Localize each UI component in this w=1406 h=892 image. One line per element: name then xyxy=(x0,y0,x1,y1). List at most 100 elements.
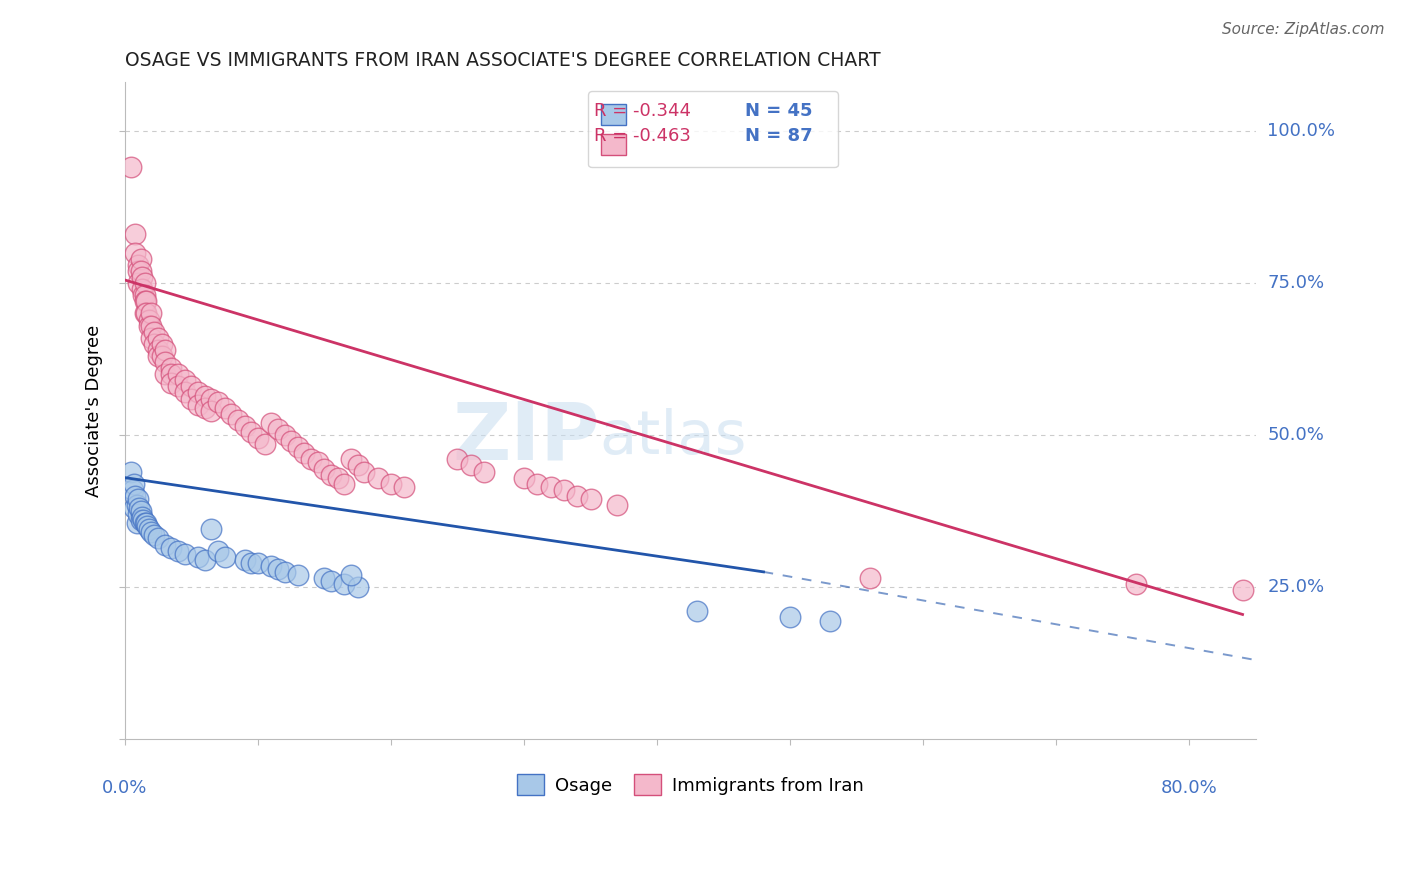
Point xyxy=(779,610,801,624)
Point xyxy=(194,388,217,402)
Point xyxy=(233,419,256,434)
Point xyxy=(134,306,156,320)
Point xyxy=(818,614,841,628)
Point xyxy=(167,543,190,558)
Point xyxy=(124,245,146,260)
Text: N = 87: N = 87 xyxy=(745,128,813,145)
Point xyxy=(307,455,329,469)
Point xyxy=(214,549,236,564)
Text: OSAGE VS IMMIGRANTS FROM IRAN ASSOCIATE'S DEGREE CORRELATION CHART: OSAGE VS IMMIGRANTS FROM IRAN ASSOCIATE'… xyxy=(125,51,880,70)
Point xyxy=(141,331,163,345)
Point xyxy=(287,568,309,582)
Point xyxy=(131,510,153,524)
Point xyxy=(353,465,375,479)
Point xyxy=(146,532,169,546)
Point xyxy=(180,392,202,406)
Point xyxy=(129,264,152,278)
Point xyxy=(606,498,628,512)
Point xyxy=(367,470,389,484)
Text: 50.0%: 50.0% xyxy=(1267,426,1324,444)
Text: R = -0.344: R = -0.344 xyxy=(595,103,692,120)
Point xyxy=(273,565,295,579)
Point xyxy=(131,282,153,296)
Point xyxy=(127,507,149,521)
Point xyxy=(686,604,709,618)
Point xyxy=(472,465,495,479)
Text: atlas: atlas xyxy=(600,408,748,467)
Point xyxy=(141,525,163,540)
Point xyxy=(167,379,190,393)
Point xyxy=(146,331,169,345)
Point xyxy=(138,522,160,536)
Point xyxy=(138,318,160,333)
Point xyxy=(333,577,356,591)
Point xyxy=(319,467,342,482)
Point xyxy=(134,288,156,302)
Point xyxy=(134,276,156,290)
Text: 75.0%: 75.0% xyxy=(1267,274,1324,292)
Point xyxy=(129,504,152,518)
Point xyxy=(346,580,368,594)
Point xyxy=(131,269,153,284)
Point xyxy=(125,516,148,531)
Point xyxy=(214,401,236,415)
Point xyxy=(246,556,269,570)
Point xyxy=(319,574,342,588)
Point xyxy=(167,368,190,382)
Point xyxy=(143,336,166,351)
Point xyxy=(138,312,160,326)
Point xyxy=(160,376,183,391)
Point xyxy=(146,343,169,357)
Point xyxy=(127,276,149,290)
Point xyxy=(340,568,363,582)
Point xyxy=(346,458,368,473)
Point xyxy=(194,401,217,415)
Point xyxy=(127,264,149,278)
Point xyxy=(134,294,156,309)
Point xyxy=(160,368,183,382)
Point xyxy=(124,227,146,242)
Point xyxy=(173,547,195,561)
Point xyxy=(134,516,156,531)
Point xyxy=(127,258,149,272)
Point xyxy=(526,476,548,491)
Point xyxy=(153,355,176,369)
Point xyxy=(187,549,209,564)
Point xyxy=(200,403,222,417)
Text: 80.0%: 80.0% xyxy=(1161,779,1218,797)
Point xyxy=(460,458,482,473)
Point xyxy=(380,476,402,491)
Point xyxy=(200,522,222,536)
Point xyxy=(294,446,316,460)
Point xyxy=(280,434,302,449)
Point xyxy=(153,368,176,382)
Point xyxy=(121,465,143,479)
Point xyxy=(143,325,166,339)
Point xyxy=(240,556,263,570)
Text: 25.0%: 25.0% xyxy=(1267,578,1324,596)
Point xyxy=(150,349,173,363)
Point xyxy=(153,343,176,357)
Point xyxy=(340,452,363,467)
Text: 0.0%: 0.0% xyxy=(103,779,148,797)
Point xyxy=(173,373,195,387)
Point xyxy=(207,394,229,409)
Point xyxy=(207,543,229,558)
Point xyxy=(135,306,157,320)
Point xyxy=(129,513,152,527)
Text: N = 45: N = 45 xyxy=(745,103,813,120)
Point xyxy=(127,491,149,506)
Point xyxy=(260,416,283,430)
Point xyxy=(143,528,166,542)
Point xyxy=(253,437,276,451)
Point xyxy=(153,537,176,551)
Point xyxy=(326,470,349,484)
Point xyxy=(1232,583,1254,598)
Point xyxy=(1125,577,1147,591)
Point xyxy=(333,476,356,491)
Point xyxy=(124,489,146,503)
Point xyxy=(553,483,575,497)
Point xyxy=(394,480,416,494)
Point xyxy=(513,470,536,484)
Point xyxy=(240,425,263,439)
